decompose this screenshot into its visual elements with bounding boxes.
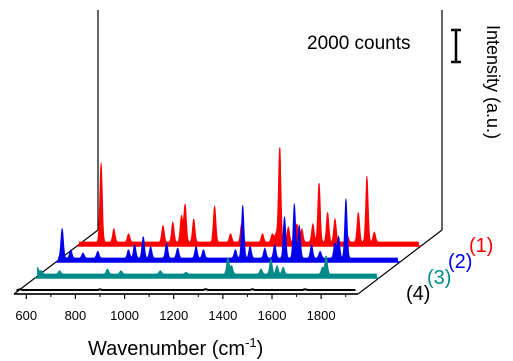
y-axis-label: Intensity (a.u.) bbox=[483, 25, 503, 139]
series-layer bbox=[14, 147, 421, 295]
x-axis-ticks: 600 800 1000 1200 1400 1600 1800 bbox=[14, 293, 358, 323]
series-1-area bbox=[79, 147, 419, 247]
x-tick-label-1000: 1000 bbox=[110, 308, 139, 323]
x-tick-label-1800: 1800 bbox=[307, 308, 336, 323]
x-tick-label-1400: 1400 bbox=[208, 308, 237, 323]
series-label-2: (2) bbox=[448, 251, 472, 273]
series-4-line bbox=[16, 288, 356, 291]
series-2-area bbox=[58, 198, 398, 263]
series-label-1: (1) bbox=[469, 235, 493, 257]
series-3 bbox=[35, 255, 379, 279]
scale-bar bbox=[451, 28, 461, 64]
x-tick-label-1600: 1600 bbox=[258, 308, 287, 323]
series-2 bbox=[56, 198, 400, 263]
series-label-4: (4) bbox=[406, 283, 430, 305]
x-axis-label: Wavenumber (cm-1) bbox=[88, 335, 263, 360]
series-labels: (1)(2)(3)(4) bbox=[406, 235, 493, 305]
scale-bar-label: 2000 counts bbox=[307, 33, 411, 54]
series-1 bbox=[77, 147, 421, 247]
x-tick-label-600: 600 bbox=[15, 308, 37, 323]
x-tick-label-800: 800 bbox=[65, 308, 87, 323]
series-3-area bbox=[37, 255, 377, 279]
series-4 bbox=[14, 288, 358, 295]
x-tick-label-1200: 1200 bbox=[159, 308, 188, 323]
series-label-3: (3) bbox=[427, 267, 451, 289]
